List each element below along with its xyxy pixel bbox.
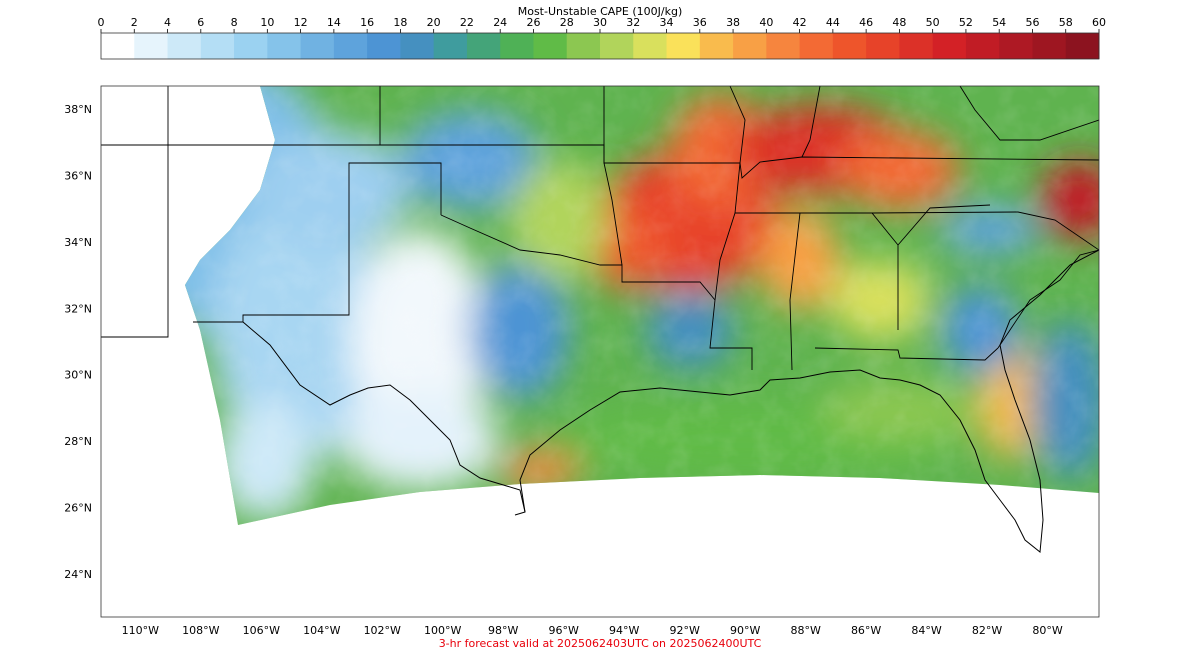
boundary-lines: [101, 86, 1099, 371]
colorbar-tick-labels: 0 2 4 6 8 10 12 14 16 18 20 22 24 26 28 30 32 34 36 38 40 42 4…: [98, 16, 1106, 33]
latitude-label: 32°N: [64, 302, 92, 315]
colorbar-tick-label: 24: [493, 16, 507, 29]
longitude-label: 86°W: [851, 624, 881, 637]
colorbar-tick-label: 54: [992, 16, 1006, 29]
colorbar-swatch: [999, 33, 1033, 59]
colorbar-swatch: [866, 33, 900, 59]
map-frame: [100, 85, 1100, 618]
colorbar-tick-label: 0: [98, 16, 105, 29]
colorbar-swatch: [899, 33, 934, 59]
colorbar-swatch: [799, 33, 834, 59]
colorbar-tick-label: 32: [626, 16, 640, 29]
colorbar-tick-label: 44: [826, 16, 840, 29]
longitude-label: 82°W: [972, 624, 1002, 637]
colorbar-tick-label: 40: [759, 16, 773, 29]
colorbar-swatch: [965, 33, 1000, 59]
colorbar-swatch: [699, 33, 734, 59]
colorbar-tick-label: 28: [560, 16, 574, 29]
longitude-label: 102°W: [364, 624, 401, 637]
colorbar-swatch: [566, 33, 601, 59]
colorbar-swatch: [733, 33, 767, 59]
colorbar-tick-label: 8: [231, 16, 238, 29]
forecast-valid-caption: 3-hr forecast valid at 2025062403UTC on …: [439, 637, 762, 650]
colorbar-tick-label: 26: [526, 16, 540, 29]
colorbar-tick-label: 50: [926, 16, 940, 29]
longitude-labels: 110°W 108°W 106°W 104°W 102°W 100°W 98°W 96°W 94…: [122, 624, 1063, 637]
colorbar-swatch: [200, 33, 235, 59]
colorbar-tick-label: 2: [131, 16, 138, 29]
coastline: [242, 249, 1099, 553]
colorbar-swatch: [633, 33, 668, 59]
colorbar-swatch: [666, 33, 701, 59]
colorbar-tick-label: 38: [726, 16, 740, 29]
colorbar-tick-label: 4: [164, 16, 171, 29]
longitude-label: 96°W: [549, 624, 579, 637]
colorbar-swatch: [500, 33, 534, 59]
longitude-label: 88°W: [790, 624, 820, 637]
colorbar-tick-label: 60: [1092, 16, 1106, 29]
colorbar-swatch: [1032, 33, 1067, 59]
colorbar-swatch: [234, 33, 268, 59]
colorbar-tick-label: 12: [294, 16, 308, 29]
longitude-label: 104°W: [303, 624, 340, 637]
colorbar-tick-label: 16: [360, 16, 374, 29]
colorbar-tick-label: 10: [260, 16, 274, 29]
colorbar-tick-label: 34: [660, 16, 674, 29]
colorbar-swatch: [101, 33, 135, 59]
cape-field: [185, 86, 1099, 525]
colorbar-swatch: [466, 33, 501, 59]
latitude-labels: 38°N 36°N 34°N 32°N 30°N 28°N 26°N 24°N: [64, 103, 92, 581]
longitude-label: 108°W: [182, 624, 219, 637]
latitude-label: 26°N: [64, 501, 92, 514]
colorbar-swatch: [367, 33, 401, 59]
latitude-label: 38°N: [64, 103, 92, 116]
colorbar-tick-label: 18: [393, 16, 407, 29]
colorbar-tick-label: 56: [1025, 16, 1039, 29]
latitude-label: 30°N: [64, 369, 92, 382]
longitude-label: 110°W: [122, 624, 159, 637]
colorbar-tick-label: 52: [959, 16, 973, 29]
latitude-label: 28°N: [64, 435, 92, 448]
map-panel: 38°N 36°N 34°N 32°N 30°N 28°N 26°N 24°N 110°W 10…: [64, 85, 1100, 637]
colorbar-swatch: [766, 33, 801, 59]
colorbar-tick-label: 6: [197, 16, 204, 29]
colorbar-swatch: [533, 33, 568, 59]
longitude-label: 80°W: [1032, 624, 1062, 637]
longitude-label: 106°W: [243, 624, 280, 637]
colorbar: Most-Unstable CAPE (100J/kg) 0 2 4 6 8 10 12 14…: [98, 5, 1106, 60]
longitude-label: 84°W: [911, 624, 941, 637]
colorbar-swatch: [832, 33, 867, 59]
colorbar-swatch: [167, 33, 202, 59]
colorbar-swatch: [267, 33, 302, 59]
colorbar-swatch: [1065, 33, 1100, 59]
colorbar-tick-label: 22: [460, 16, 474, 29]
colorbar-swatch: [600, 33, 634, 59]
longitude-label: 100°W: [424, 624, 461, 637]
colorbar-swatch: [333, 33, 368, 59]
colorbar-swatch: [932, 33, 967, 59]
longitude-label: 90°W: [730, 624, 760, 637]
colorbar-swatch: [134, 33, 169, 59]
colorbar-tick-label: 46: [859, 16, 873, 29]
colorbar-swatch: [433, 33, 468, 59]
longitude-label: 94°W: [609, 624, 639, 637]
longitude-label: 98°W: [488, 624, 518, 637]
colorbar-swatch: [300, 33, 335, 59]
colorbar-tick-label: 14: [327, 16, 341, 29]
colorbar-title: Most-Unstable CAPE (100J/kg): [518, 5, 683, 18]
colorbar-tick-label: 42: [793, 16, 807, 29]
colorbar-tick-label: 30: [593, 16, 607, 29]
colorbar-tick-label: 48: [892, 16, 906, 29]
colorbar-swatch: [400, 33, 435, 59]
colorbar-tick-label: 36: [693, 16, 707, 29]
latitude-label: 36°N: [64, 170, 92, 183]
longitude-label: 92°W: [669, 624, 699, 637]
colorbar-tick-label: 20: [427, 16, 441, 29]
colorbar-tick-label: 58: [1059, 16, 1073, 29]
latitude-label: 34°N: [64, 236, 92, 249]
latitude-label: 24°N: [64, 568, 92, 581]
colorbar-frame: [100, 32, 1100, 60]
colorbar-swatches: [101, 33, 1100, 59]
